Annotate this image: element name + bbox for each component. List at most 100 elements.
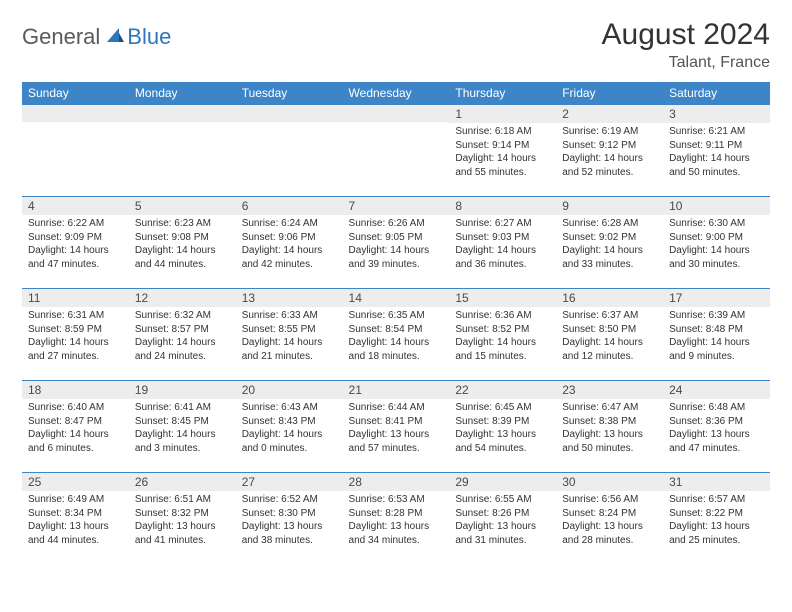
day-number: 30 (556, 473, 663, 491)
calendar-day-cell: 3Sunrise: 6:21 AMSunset: 9:11 PMDaylight… (663, 105, 770, 197)
sunset-text: Sunset: 9:06 PM (242, 231, 337, 245)
day-number: 20 (236, 381, 343, 399)
day-number: 16 (556, 289, 663, 307)
sunrise-text: Sunrise: 6:53 AM (349, 493, 444, 507)
day-number: 13 (236, 289, 343, 307)
calendar-week-row: 18Sunrise: 6:40 AMSunset: 8:47 PMDayligh… (22, 381, 770, 473)
day-details: Sunrise: 6:28 AMSunset: 9:02 PMDaylight:… (556, 215, 663, 275)
day-details: Sunrise: 6:48 AMSunset: 8:36 PMDaylight:… (663, 399, 770, 459)
sunset-text: Sunset: 8:45 PM (135, 415, 230, 429)
day-details: Sunrise: 6:22 AMSunset: 9:09 PMDaylight:… (22, 215, 129, 275)
calendar-day-cell: 21Sunrise: 6:44 AMSunset: 8:41 PMDayligh… (343, 381, 450, 473)
sunrise-text: Sunrise: 6:51 AM (135, 493, 230, 507)
day-details: Sunrise: 6:19 AMSunset: 9:12 PMDaylight:… (556, 123, 663, 183)
day-number: 24 (663, 381, 770, 399)
day-number: 23 (556, 381, 663, 399)
calendar-day-cell: 17Sunrise: 6:39 AMSunset: 8:48 PMDayligh… (663, 289, 770, 381)
day-details: Sunrise: 6:45 AMSunset: 8:39 PMDaylight:… (449, 399, 556, 459)
sunset-text: Sunset: 8:30 PM (242, 507, 337, 521)
calendar-day-cell: 7Sunrise: 6:26 AMSunset: 9:05 PMDaylight… (343, 197, 450, 289)
sunrise-text: Sunrise: 6:52 AM (242, 493, 337, 507)
day-number: 12 (129, 289, 236, 307)
calendar-day-cell: 2Sunrise: 6:19 AMSunset: 9:12 PMDaylight… (556, 105, 663, 197)
sunset-text: Sunset: 8:38 PM (562, 415, 657, 429)
daylight-text: Daylight: 14 hours and 18 minutes. (349, 336, 444, 363)
sunset-text: Sunset: 8:32 PM (135, 507, 230, 521)
sunrise-text: Sunrise: 6:41 AM (135, 401, 230, 415)
day-number: 22 (449, 381, 556, 399)
sunrise-text: Sunrise: 6:44 AM (349, 401, 444, 415)
sunset-text: Sunset: 9:03 PM (455, 231, 550, 245)
sunrise-text: Sunrise: 6:24 AM (242, 217, 337, 231)
daylight-text: Daylight: 14 hours and 15 minutes. (455, 336, 550, 363)
sunrise-text: Sunrise: 6:26 AM (349, 217, 444, 231)
sunset-text: Sunset: 8:48 PM (669, 323, 764, 337)
day-number (129, 105, 236, 122)
daylight-text: Daylight: 13 hours and 31 minutes. (455, 520, 550, 547)
sunset-text: Sunset: 8:54 PM (349, 323, 444, 337)
day-number: 15 (449, 289, 556, 307)
day-details: Sunrise: 6:49 AMSunset: 8:34 PMDaylight:… (22, 491, 129, 551)
sunrise-text: Sunrise: 6:35 AM (349, 309, 444, 323)
day-number: 5 (129, 197, 236, 215)
day-details: Sunrise: 6:23 AMSunset: 9:08 PMDaylight:… (129, 215, 236, 275)
day-number: 3 (663, 105, 770, 123)
calendar-day-cell: 5Sunrise: 6:23 AMSunset: 9:08 PMDaylight… (129, 197, 236, 289)
day-details: Sunrise: 6:37 AMSunset: 8:50 PMDaylight:… (556, 307, 663, 367)
calendar-day-cell: 29Sunrise: 6:55 AMSunset: 8:26 PMDayligh… (449, 473, 556, 565)
sunrise-text: Sunrise: 6:22 AM (28, 217, 123, 231)
calendar-day-cell: 31Sunrise: 6:57 AMSunset: 8:22 PMDayligh… (663, 473, 770, 565)
logo-sail-icon (105, 26, 125, 49)
day-number: 1 (449, 105, 556, 123)
calendar-day-cell: 23Sunrise: 6:47 AMSunset: 8:38 PMDayligh… (556, 381, 663, 473)
daylight-text: Daylight: 14 hours and 52 minutes. (562, 152, 657, 179)
day-details: Sunrise: 6:43 AMSunset: 8:43 PMDaylight:… (236, 399, 343, 459)
calendar-day-cell (22, 105, 129, 197)
weekday-header: Tuesday (236, 82, 343, 105)
daylight-text: Daylight: 14 hours and 30 minutes. (669, 244, 764, 271)
daylight-text: Daylight: 14 hours and 36 minutes. (455, 244, 550, 271)
day-details: Sunrise: 6:31 AMSunset: 8:59 PMDaylight:… (22, 307, 129, 367)
day-number: 7 (343, 197, 450, 215)
sunrise-text: Sunrise: 6:55 AM (455, 493, 550, 507)
weekday-header-row: SundayMondayTuesdayWednesdayThursdayFrid… (22, 82, 770, 105)
calendar-day-cell: 8Sunrise: 6:27 AMSunset: 9:03 PMDaylight… (449, 197, 556, 289)
calendar-week-row: 25Sunrise: 6:49 AMSunset: 8:34 PMDayligh… (22, 473, 770, 565)
sunrise-text: Sunrise: 6:39 AM (669, 309, 764, 323)
calendar-day-cell (129, 105, 236, 197)
location: Talant, France (602, 54, 770, 72)
day-details: Sunrise: 6:24 AMSunset: 9:06 PMDaylight:… (236, 215, 343, 275)
calendar-day-cell: 28Sunrise: 6:53 AMSunset: 8:28 PMDayligh… (343, 473, 450, 565)
logo-text-general: General (22, 24, 100, 50)
calendar-day-cell: 10Sunrise: 6:30 AMSunset: 9:00 PMDayligh… (663, 197, 770, 289)
sunset-text: Sunset: 8:47 PM (28, 415, 123, 429)
daylight-text: Daylight: 14 hours and 39 minutes. (349, 244, 444, 271)
day-details: Sunrise: 6:35 AMSunset: 8:54 PMDaylight:… (343, 307, 450, 367)
daylight-text: Daylight: 13 hours and 54 minutes. (455, 428, 550, 455)
daylight-text: Daylight: 13 hours and 44 minutes. (28, 520, 123, 547)
daylight-text: Daylight: 14 hours and 42 minutes. (242, 244, 337, 271)
calendar-day-cell: 14Sunrise: 6:35 AMSunset: 8:54 PMDayligh… (343, 289, 450, 381)
daylight-text: Daylight: 14 hours and 47 minutes. (28, 244, 123, 271)
day-details: Sunrise: 6:18 AMSunset: 9:14 PMDaylight:… (449, 123, 556, 183)
sunset-text: Sunset: 8:41 PM (349, 415, 444, 429)
weekday-header: Monday (129, 82, 236, 105)
sunrise-text: Sunrise: 6:32 AM (135, 309, 230, 323)
sunset-text: Sunset: 8:55 PM (242, 323, 337, 337)
sunrise-text: Sunrise: 6:36 AM (455, 309, 550, 323)
day-details: Sunrise: 6:32 AMSunset: 8:57 PMDaylight:… (129, 307, 236, 367)
sunset-text: Sunset: 8:36 PM (669, 415, 764, 429)
day-number: 14 (343, 289, 450, 307)
sunset-text: Sunset: 9:08 PM (135, 231, 230, 245)
day-number: 18 (22, 381, 129, 399)
calendar-day-cell: 20Sunrise: 6:43 AMSunset: 8:43 PMDayligh… (236, 381, 343, 473)
calendar-day-cell: 15Sunrise: 6:36 AMSunset: 8:52 PMDayligh… (449, 289, 556, 381)
daylight-text: Daylight: 13 hours and 28 minutes. (562, 520, 657, 547)
calendar-day-cell: 6Sunrise: 6:24 AMSunset: 9:06 PMDaylight… (236, 197, 343, 289)
sunset-text: Sunset: 8:43 PM (242, 415, 337, 429)
sunrise-text: Sunrise: 6:47 AM (562, 401, 657, 415)
title-block: August 2024 Talant, France (602, 18, 770, 72)
sunrise-text: Sunrise: 6:19 AM (562, 125, 657, 139)
daylight-text: Daylight: 13 hours and 41 minutes. (135, 520, 230, 547)
sunset-text: Sunset: 9:11 PM (669, 139, 764, 153)
